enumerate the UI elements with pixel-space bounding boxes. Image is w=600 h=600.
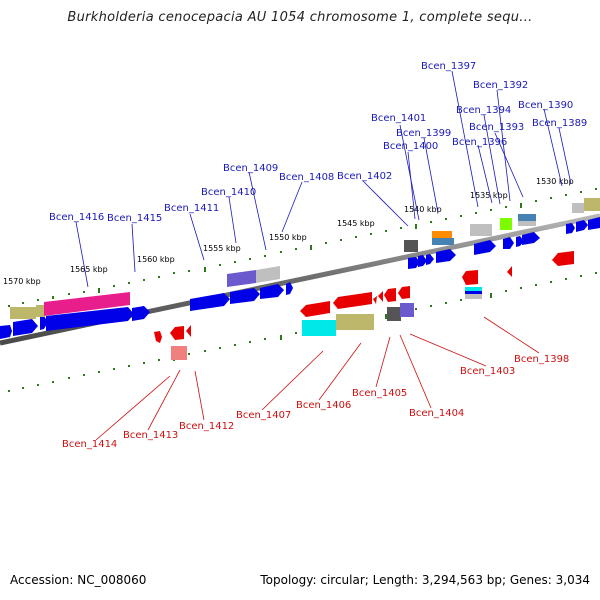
gene-label-forward[interactable]: Bcen_1402 bbox=[337, 171, 392, 182]
gene-label-forward[interactable]: Bcen_1411 bbox=[164, 203, 219, 214]
gene-label-reverse[interactable]: Bcen_1404 bbox=[409, 408, 464, 419]
gene-arrow bbox=[0, 325, 12, 339]
gene-box bbox=[465, 294, 482, 299]
gene-arrow bbox=[13, 319, 38, 336]
gene-box bbox=[404, 240, 418, 252]
gene-arrow bbox=[300, 301, 330, 317]
gene-box bbox=[336, 314, 374, 330]
scale-label: 1565 kbp bbox=[70, 265, 108, 274]
gene-arrow bbox=[522, 232, 540, 245]
gene-box bbox=[500, 218, 512, 230]
gene-arrow bbox=[576, 220, 588, 232]
gene-label-reverse[interactable]: Bcen_1403 bbox=[460, 366, 515, 377]
gene-arrow bbox=[333, 292, 372, 309]
gene-arrow bbox=[46, 307, 134, 331]
scale-label: 1555 kbp bbox=[203, 244, 241, 253]
reverse-leaders bbox=[95, 316, 540, 441]
gene-arrow bbox=[154, 331, 162, 343]
gene-label-forward[interactable]: Bcen_1392 bbox=[473, 80, 528, 91]
gene-label-forward[interactable]: Bcen_1390 bbox=[518, 100, 573, 111]
gene-box bbox=[227, 270, 256, 287]
gene-label-forward[interactable]: Bcen_1416 bbox=[49, 212, 104, 223]
gene-arrow bbox=[426, 254, 434, 265]
gene-box bbox=[584, 198, 600, 211]
gene-box bbox=[44, 292, 130, 316]
reverse-genes[interactable] bbox=[154, 251, 574, 360]
gene-label-forward[interactable]: Bcen_1410 bbox=[201, 187, 256, 198]
accession-label: Accession: NC_008060 bbox=[10, 573, 147, 587]
forward-scale bbox=[8, 188, 597, 307]
scale-label: 1570 kbp bbox=[3, 277, 41, 286]
gene-box bbox=[171, 346, 187, 360]
gene-label-forward[interactable]: Bcen_1415 bbox=[107, 213, 162, 224]
gene-box bbox=[518, 214, 536, 221]
gene-label-reverse[interactable]: Bcen_1414 bbox=[62, 439, 117, 450]
scale-label: 1545 kbp bbox=[337, 219, 375, 228]
gene-label-reverse[interactable]: Bcen_1407 bbox=[236, 410, 291, 421]
gene-label-forward[interactable]: Bcen_1408 bbox=[279, 172, 334, 183]
gene-box bbox=[387, 307, 401, 321]
gene-arrow bbox=[588, 217, 600, 230]
gene-box bbox=[36, 305, 44, 317]
gene-arrow bbox=[170, 326, 184, 340]
gene-label-forward[interactable]: Bcen_1397 bbox=[421, 61, 476, 72]
gene-arrow bbox=[132, 306, 150, 321]
gene-box bbox=[572, 203, 584, 213]
gene-arrow bbox=[190, 293, 230, 311]
gene-label-forward[interactable]: Bcen_1396 bbox=[452, 137, 507, 148]
gene-arrow bbox=[503, 237, 514, 249]
gene-box bbox=[465, 291, 482, 294]
gene-arrow bbox=[384, 288, 396, 302]
gene-label-forward[interactable]: Bcen_1393 bbox=[469, 122, 524, 133]
gene-arrow bbox=[552, 251, 574, 266]
gene-arrow bbox=[418, 255, 427, 267]
gene-label-reverse[interactable]: Bcen_1398 bbox=[514, 354, 569, 365]
gene-label-reverse[interactable]: Bcen_1406 bbox=[296, 400, 351, 411]
gene-arrow bbox=[507, 266, 512, 277]
gene-arrow bbox=[408, 257, 420, 269]
scale-label: 1560 kbp bbox=[137, 255, 175, 264]
gene-box bbox=[518, 221, 536, 226]
gene-arrow bbox=[186, 325, 191, 337]
gene-arrow bbox=[566, 223, 575, 234]
scale-label: 1530 kbp bbox=[536, 177, 574, 186]
gene-arrow bbox=[286, 282, 293, 295]
scale-label: 1535 kbp bbox=[470, 191, 508, 200]
gene-box bbox=[302, 320, 336, 336]
gene-box bbox=[432, 231, 452, 238]
gene-arrow bbox=[378, 291, 383, 302]
gene-label-forward[interactable]: Bcen_1389 bbox=[532, 118, 587, 129]
gene-box bbox=[432, 238, 454, 245]
gene-label-forward[interactable]: Bcen_1409 bbox=[223, 163, 278, 174]
gene-label-forward[interactable]: Bcen_1400 bbox=[383, 141, 438, 152]
scale-label: 1540 kbp bbox=[404, 205, 442, 214]
forward-genes[interactable] bbox=[0, 198, 600, 339]
gene-box bbox=[465, 287, 482, 291]
gene-arrow bbox=[462, 270, 478, 285]
gene-arrow bbox=[260, 284, 284, 299]
topology-summary: Topology: circular; Length: 3,294,563 bp… bbox=[260, 573, 590, 587]
gene-label-reverse[interactable]: Bcen_1405 bbox=[352, 388, 407, 399]
gene-box bbox=[470, 224, 492, 236]
gene-box bbox=[400, 303, 414, 317]
gene-label-reverse[interactable]: Bcen_1412 bbox=[179, 421, 234, 432]
map-title: Burkholderia cenocepacia AU 1054 chromos… bbox=[67, 10, 533, 25]
gene-arrow bbox=[230, 288, 260, 304]
scale-label: 1550 kbp bbox=[269, 233, 307, 242]
gene-label-forward[interactable]: Bcen_1399 bbox=[396, 128, 451, 139]
gene-label-forward[interactable]: Bcen_1394 bbox=[456, 105, 511, 116]
gene-box bbox=[10, 307, 36, 319]
forward-leaders bbox=[75, 70, 572, 288]
gene-label-forward[interactable]: Bcen_1401 bbox=[371, 113, 426, 124]
gene-arrow bbox=[436, 249, 456, 263]
gene-arrow bbox=[373, 296, 377, 304]
gene-arrow bbox=[474, 240, 496, 255]
gene-box bbox=[256, 266, 280, 283]
gene-label-reverse[interactable]: Bcen_1413 bbox=[123, 430, 178, 441]
gene-arrow bbox=[398, 286, 410, 299]
